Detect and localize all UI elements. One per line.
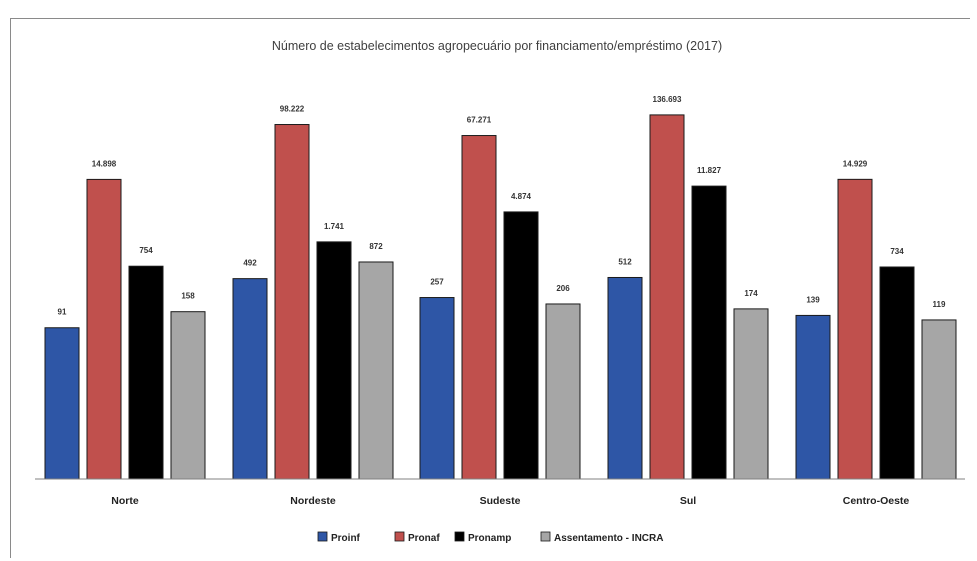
bar-sul-pronaf — [649, 114, 685, 480]
data-label: 119 — [933, 300, 946, 309]
bar-nordeste-pronamp — [316, 241, 352, 480]
data-label: 206 — [556, 284, 570, 293]
category-label: Sul — [680, 495, 696, 507]
data-label: 174 — [744, 289, 758, 298]
legend-swatch — [454, 531, 465, 542]
bar-sudeste-assentamento-incra — [545, 303, 581, 480]
data-label: 512 — [618, 257, 632, 266]
legend-label: Pronamp — [468, 533, 511, 544]
bar-centro-oeste-assentamento-incra — [921, 319, 957, 480]
category-label: Nordeste — [290, 495, 336, 507]
data-label: 734 — [890, 247, 904, 256]
chart-frame — [10, 18, 970, 558]
data-label: 158 — [181, 292, 195, 301]
legend: Proinf Pronaf Pronamp Assentamento - INCRA — [317, 531, 663, 544]
bar-centro-oeste-proinf — [795, 314, 831, 480]
bar-centro-oeste-pronaf — [837, 178, 873, 480]
bar-sudeste-pronaf — [461, 135, 497, 480]
data-label: 1.741 — [324, 222, 345, 231]
data-label: 98.222 — [280, 105, 305, 114]
bar-norte-proinf — [44, 327, 80, 480]
bar-norte-assentamento-incra — [170, 311, 206, 480]
data-label: 91 — [58, 308, 67, 317]
data-label: 14.898 — [92, 159, 117, 168]
legend-swatch — [317, 531, 328, 542]
category-label: Norte — [111, 495, 139, 507]
category-labels: Norte Nordeste Sudeste Sul Centro-Oeste — [111, 495, 909, 507]
data-label: 67.271 — [467, 116, 492, 125]
bar-norte-pronamp — [128, 265, 164, 480]
data-label: 492 — [243, 259, 257, 268]
bars-layer: 91 14.898 754 158 492 98.222 1.741 872 257 67.271… — [44, 95, 957, 480]
data-label: 14.929 — [843, 159, 868, 168]
bar-sul-assentamento-incra — [733, 308, 769, 480]
data-label: 4.874 — [511, 192, 532, 201]
data-label: 136.693 — [653, 95, 682, 104]
legend-label: Proinf — [331, 533, 361, 544]
data-label: 872 — [369, 242, 383, 251]
bar-sul-proinf — [607, 276, 643, 480]
chart-title: Número de estabelecimentos agropecuário … — [272, 39, 722, 53]
category-label: Centro-Oeste — [843, 495, 910, 507]
legend-swatch — [540, 531, 551, 542]
bar-sudeste-pronamp — [503, 211, 539, 480]
bar-nordeste-proinf — [232, 278, 268, 480]
data-label: 257 — [430, 278, 444, 287]
data-label: 11.827 — [697, 166, 722, 175]
bar-nordeste-assentamento-incra — [358, 261, 394, 480]
bar-nordeste-pronaf — [274, 124, 310, 480]
data-label: 754 — [139, 246, 153, 255]
data-label: 139 — [806, 295, 820, 304]
legend-swatch — [394, 531, 405, 542]
category-label: Sudeste — [480, 495, 521, 507]
bar-centro-oeste-pronamp — [879, 266, 915, 480]
bar-norte-pronaf — [86, 178, 122, 480]
bar-sudeste-proinf — [419, 297, 455, 480]
legend-label: Pronaf — [408, 533, 440, 544]
bar-sul-pronamp — [691, 185, 727, 480]
legend-label: Assentamento - INCRA — [554, 533, 663, 544]
